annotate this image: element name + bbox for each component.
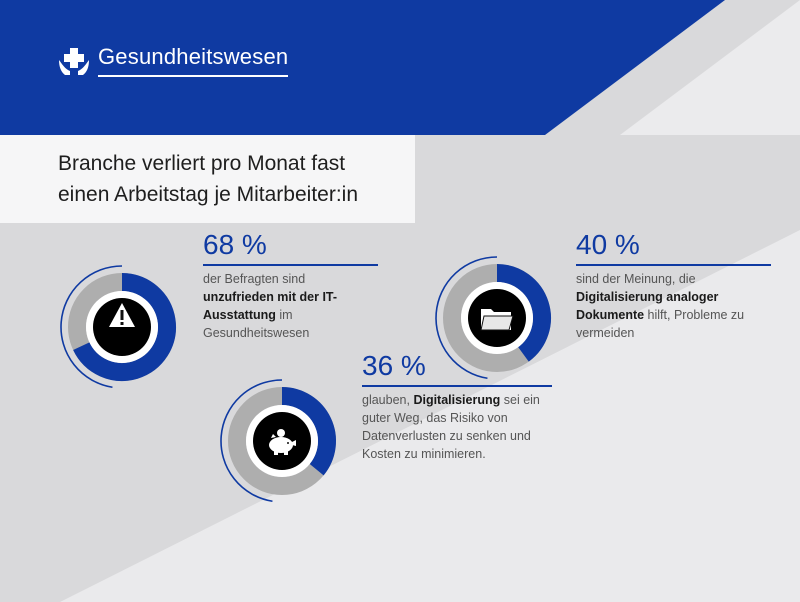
bottom-light-triangle — [60, 230, 800, 602]
headline-line-2: einen Arbeitstag je Mitarbeiter:in — [58, 183, 358, 206]
stat-68: 68 % der Befragten sind unzufrieden mit … — [203, 229, 378, 342]
warning-icon — [109, 303, 135, 327]
stat-description: glauben, Digitalisierung sei ein guter W… — [362, 392, 540, 461]
outer-ring-arc — [220, 379, 283, 503]
stat-underline — [203, 264, 378, 266]
outer-ring-arc — [60, 265, 123, 389]
header-title: Gesundheitswesen — [98, 44, 289, 77]
header-band — [0, 0, 725, 135]
stat-percent: 40 % — [576, 229, 640, 260]
folder-icon — [480, 309, 514, 331]
stat-40: 40 % sind der Meinung, die Digitalisieru… — [576, 229, 771, 342]
stat-percent: 68 % — [203, 229, 267, 260]
outer-ring-arc — [435, 256, 498, 380]
top-light-triangle — [620, 0, 800, 135]
stat-percent: 36 % — [362, 350, 426, 381]
stat-36: 36 % glauben, Digitalisierung sei ein gu… — [362, 350, 552, 463]
headline-band — [0, 135, 415, 223]
donut-value-arc — [496, 264, 551, 362]
donut-value-arc — [73, 273, 176, 381]
stat-description: der Befragten sind unzufrieden mit der I… — [203, 271, 338, 340]
donut-value-arc — [281, 387, 336, 476]
headline: Branche verliert pro Monat fast einen Ar… — [58, 148, 358, 210]
hands-cross-icon — [59, 47, 89, 75]
stat-underline — [362, 385, 552, 387]
stat-underline — [576, 264, 771, 266]
stat-description: sind der Meinung, die Digitalisierung an… — [576, 271, 745, 340]
header-logo: Gesundheitswesen — [58, 44, 289, 77]
piggy-bank-icon — [269, 429, 296, 455]
headline-line-1: Branche verliert pro Monat fast — [58, 152, 346, 175]
